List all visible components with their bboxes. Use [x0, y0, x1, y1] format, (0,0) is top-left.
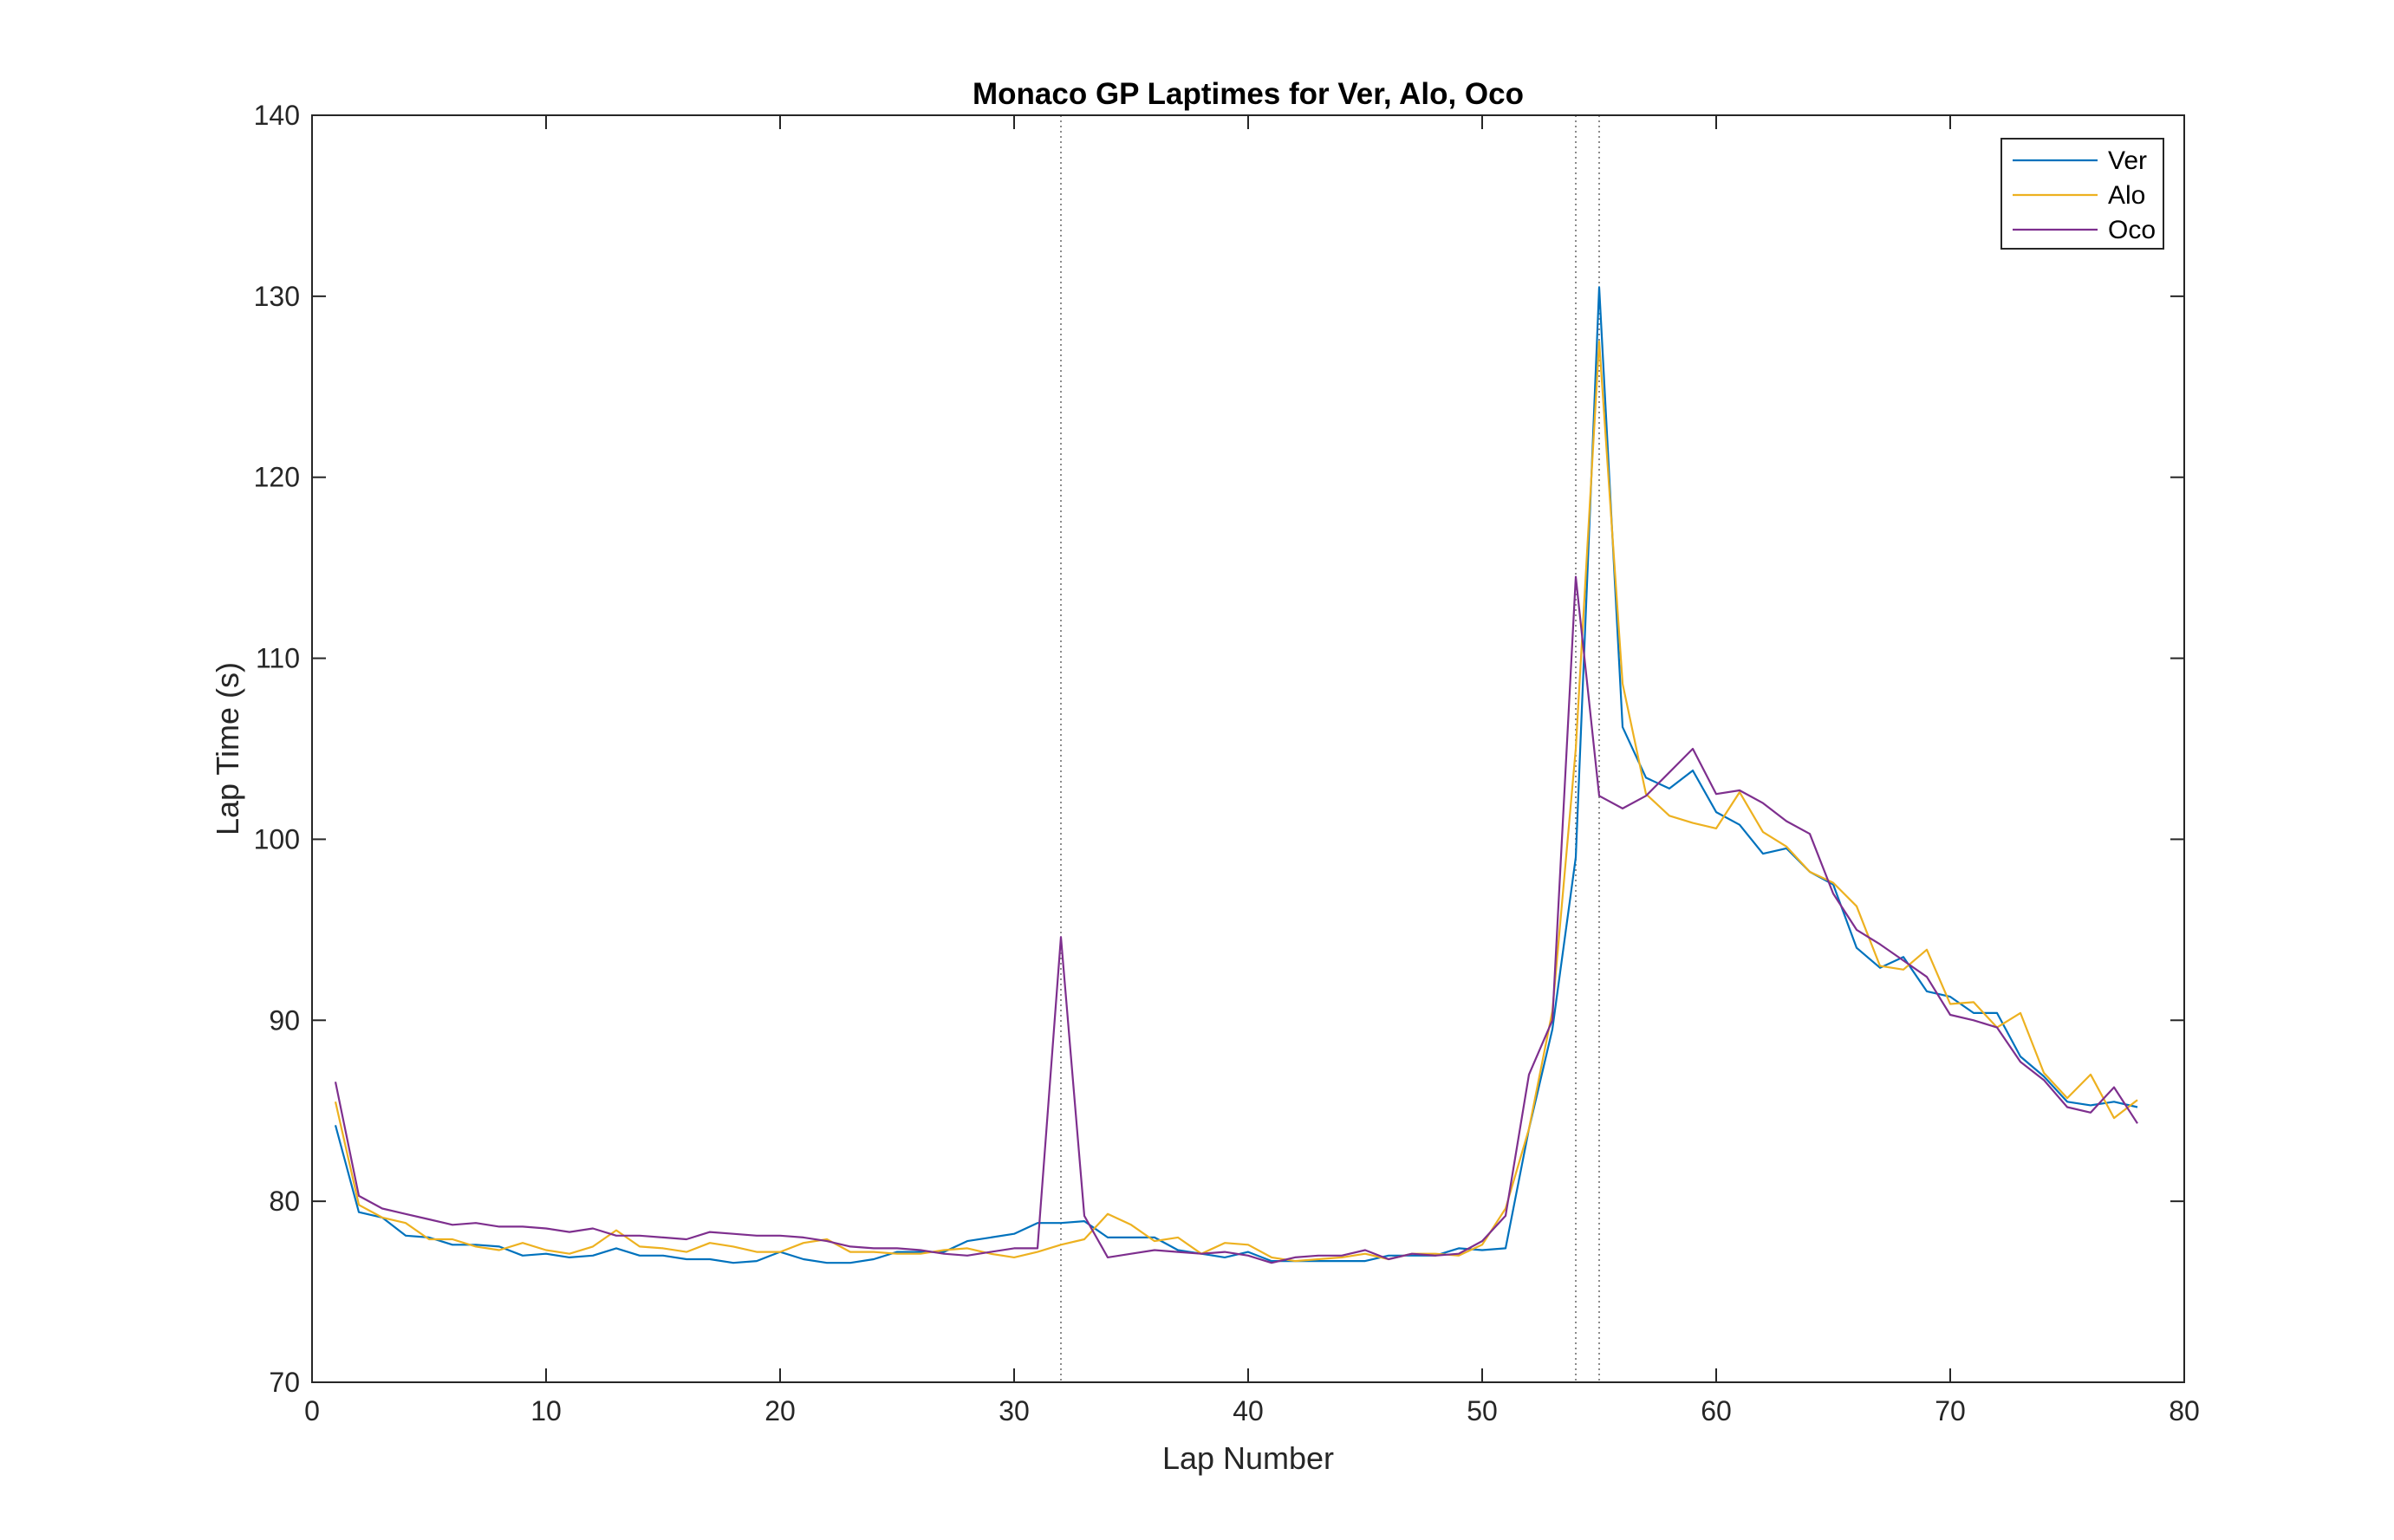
y-axis-label: Lap Time (s) [210, 662, 245, 835]
series-lines [334, 286, 2138, 1264]
y-tick-label: 80 [269, 1186, 300, 1217]
y-tick-label: 120 [254, 462, 300, 493]
x-tick-label: 50 [1467, 1395, 1498, 1426]
y-tick-label: 70 [269, 1367, 300, 1398]
series-line-oco [334, 575, 2138, 1264]
y-tick-label: 100 [254, 823, 300, 854]
x-tick-label: 40 [1233, 1395, 1264, 1426]
y-tick-label: 90 [269, 1004, 300, 1036]
series-line-alo [334, 341, 2138, 1263]
x-tick-label: 10 [530, 1395, 562, 1426]
vertical-markers [1060, 115, 1600, 1382]
x-tick-label: 70 [1935, 1395, 1966, 1426]
axis-ticks: 0 10 20 30 40 50 60 70 80 70 80 90 100 110 120 130 140 [254, 100, 2200, 1426]
x-tick-label: 60 [1701, 1395, 1732, 1426]
x-tick-label: 0 [304, 1395, 320, 1426]
chart-title: Monaco GP Laptimes for Ver, Alo, Oco [973, 77, 1524, 111]
x-tick-label: 30 [999, 1395, 1030, 1426]
x-tick-label: 20 [764, 1395, 796, 1426]
y-tick-label: 110 [256, 643, 300, 674]
x-tick-label: 80 [2169, 1395, 2200, 1426]
x-axis-label: Lap Number [1162, 1440, 1334, 1476]
legend-label-oco: Oco [2108, 216, 2156, 244]
legend-label-ver: Ver [2108, 146, 2147, 175]
legend: Ver Alo Oco [2000, 138, 2164, 250]
y-tick-label: 130 [254, 281, 300, 312]
legend-label-alo: Alo [2108, 181, 2145, 210]
y-tick-label: 140 [254, 100, 300, 131]
